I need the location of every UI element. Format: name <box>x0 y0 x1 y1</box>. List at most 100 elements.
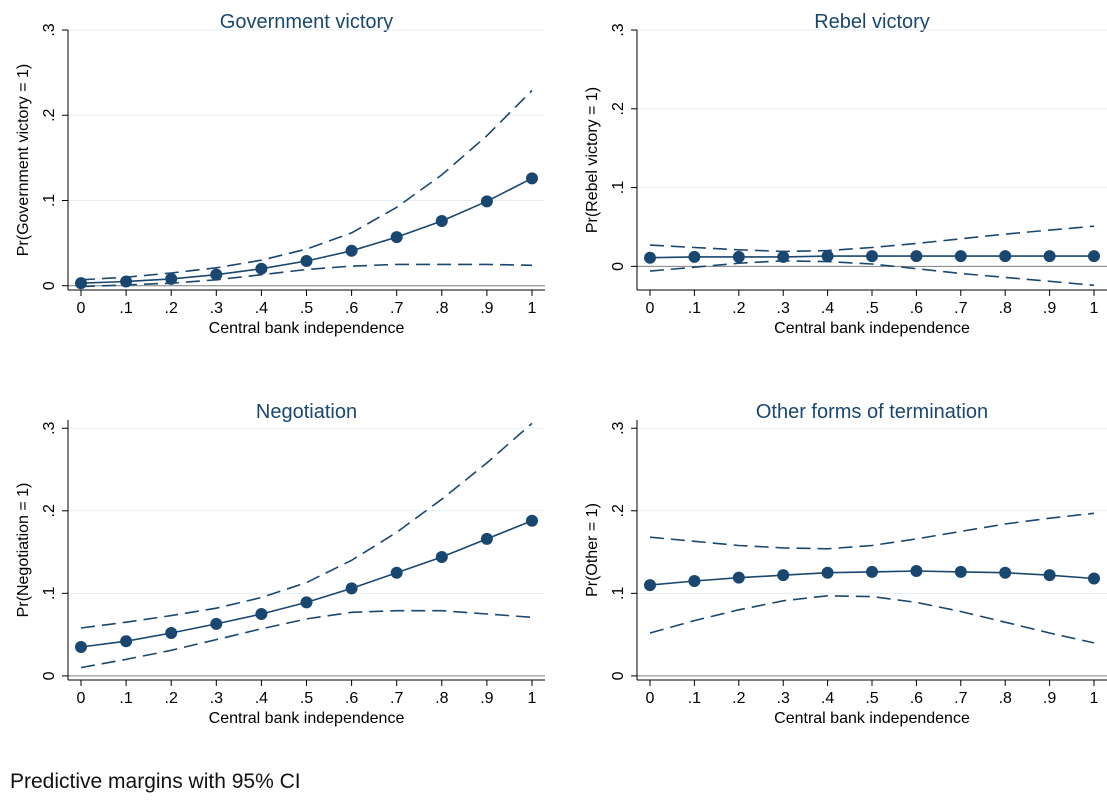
estimate-line <box>80 177 533 284</box>
estimate-point <box>954 250 967 263</box>
estimate-point <box>210 617 223 630</box>
chart-panel-3: Negotiation 0 .1 .2 .3 0 .1 .2 .3 .4 .5 .6 .7 .8 .9 1 Ce… <box>15 401 545 727</box>
x-axis-label: Central bank independence <box>774 320 970 337</box>
estimate-point <box>1043 250 1056 263</box>
y-axis-label: Pr(Government victory = 1) <box>15 64 32 257</box>
estimate-point <box>300 596 313 609</box>
x-tick-label: 1 <box>1090 300 1099 317</box>
x-tick-label: .9 <box>480 690 493 707</box>
x-tick-label: .1 <box>688 300 701 317</box>
x-tick-label: 0 <box>77 690 86 707</box>
ci-upper-line <box>649 225 1095 253</box>
estimate-point <box>644 579 656 592</box>
x-tick-label: .1 <box>119 300 132 317</box>
x-tick-label: .2 <box>732 690 745 707</box>
x-tick-label: .6 <box>910 300 923 317</box>
x-tick-label: 1 <box>1090 690 1099 707</box>
estimate-point <box>120 635 133 648</box>
x-tick-label: .6 <box>345 300 358 317</box>
x-tick-label: .1 <box>119 690 132 707</box>
y-tick-label: .3 <box>610 421 627 434</box>
x-tick-label: .8 <box>999 690 1012 707</box>
x-tick-label: 1 <box>528 690 537 707</box>
ci-upper-line <box>649 512 1095 550</box>
chart-panel-2: Rebel victory 0 .1 .2 .3 0 .1 .2 .3 .4 .5 .6 .7 .8 .9 1… <box>584 11 1107 337</box>
x-axis-label: Central bank independence <box>209 710 405 727</box>
estimate-point <box>120 275 133 288</box>
estimate-point <box>1088 250 1100 263</box>
estimate-point <box>821 250 834 263</box>
y-tick-label: 0 <box>610 671 627 680</box>
y-tick-label: 0 <box>610 262 627 271</box>
x-tick-label: 0 <box>646 300 655 317</box>
x-tick-label: .6 <box>345 690 358 707</box>
estimate-point <box>75 277 87 290</box>
estimate-point <box>732 571 745 584</box>
estimate-point <box>999 566 1012 579</box>
chart-title: Negotiation <box>256 401 357 423</box>
estimate-point <box>480 195 493 208</box>
estimate-point <box>390 566 403 579</box>
estimate-point <box>777 250 790 263</box>
estimate-point <box>777 569 790 582</box>
estimate-point <box>345 244 358 257</box>
y-tick-label: .2 <box>610 102 627 115</box>
x-tick-label: .2 <box>165 690 178 707</box>
estimate-point <box>435 551 448 564</box>
x-tick-label: .2 <box>732 300 745 317</box>
x-tick-label: .7 <box>390 690 403 707</box>
x-tick-label: .5 <box>300 300 313 317</box>
x-tick-label: .9 <box>480 300 493 317</box>
y-tick-label: .2 <box>41 504 58 517</box>
x-tick-label: .7 <box>954 300 967 317</box>
chart-title: Government victory <box>220 11 393 33</box>
estimate-point <box>866 565 878 578</box>
y-tick-label: .1 <box>41 194 58 207</box>
x-tick-label: .4 <box>821 690 834 707</box>
estimate-point <box>255 607 268 620</box>
x-tick-label: 1 <box>528 300 537 317</box>
estimate-line <box>80 519 533 648</box>
x-tick-label: .9 <box>1043 690 1056 707</box>
estimate-point <box>910 250 923 263</box>
estimate-point <box>300 255 313 268</box>
x-axis-label: Central bank independence <box>209 320 405 337</box>
estimate-point <box>688 574 701 587</box>
y-axis-label: Pr(Rebel victory = 1) <box>584 87 601 233</box>
x-tick-label: .5 <box>300 690 313 707</box>
x-tick-label: .3 <box>210 300 223 317</box>
estimate-point <box>75 640 87 653</box>
x-tick-label: .8 <box>999 300 1012 317</box>
estimate-point <box>866 250 878 263</box>
ci-lower-line <box>80 609 533 669</box>
estimate-point <box>732 250 745 263</box>
y-axis-label: Pr(Negotiation = 1) <box>15 483 32 618</box>
estimate-point <box>1088 572 1100 585</box>
x-tick-label: .2 <box>165 300 178 317</box>
y-tick-label: .1 <box>41 587 58 600</box>
chart-panel-1: Government victory 0 .1 .2 .3 0 .1 .2 .3 .4 .5 .6 .7… <box>15 11 545 337</box>
estimate-point <box>526 172 538 185</box>
x-tick-label: .3 <box>777 300 790 317</box>
estimate-point <box>821 566 834 579</box>
x-tick-label: .4 <box>255 300 268 317</box>
x-tick-label: .6 <box>910 690 923 707</box>
x-tick-label: .4 <box>821 300 834 317</box>
estimate-point <box>644 251 656 264</box>
x-tick-label: .9 <box>1043 300 1056 317</box>
x-tick-label: .7 <box>390 300 403 317</box>
estimate-point <box>688 250 701 263</box>
x-tick-label: .8 <box>435 690 448 707</box>
y-tick-label: .2 <box>610 504 627 517</box>
figure-note: Predictive margins with 95% CI <box>10 770 301 793</box>
x-axis-label: Central bank independence <box>774 710 970 727</box>
ci-upper-line <box>80 89 533 281</box>
estimate-point <box>345 582 358 595</box>
estimate-point <box>165 626 178 639</box>
y-tick-label: .2 <box>41 108 58 121</box>
estimate-point <box>480 532 493 545</box>
y-axis-label: Pr(Other = 1) <box>584 503 601 597</box>
chart-title: Other forms of termination <box>756 401 988 423</box>
ci-upper-line <box>80 422 533 629</box>
estimate-point <box>255 262 268 275</box>
